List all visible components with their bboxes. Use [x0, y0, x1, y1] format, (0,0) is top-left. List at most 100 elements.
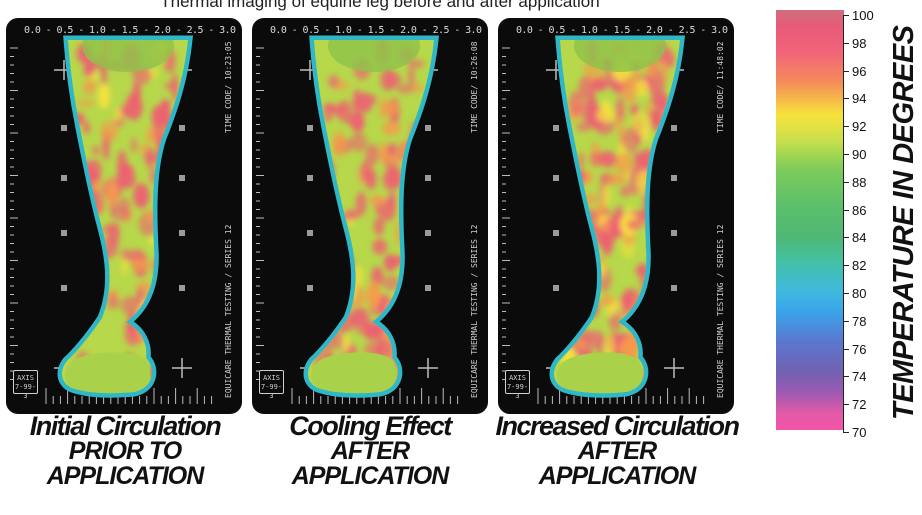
axis-label: AXIS — [263, 374, 280, 382]
color-bar-tick-label: 98 — [852, 35, 867, 51]
grid-dot — [179, 285, 185, 291]
color-bar-tick-label: 92 — [852, 119, 867, 135]
grid-dot — [553, 285, 559, 291]
caption-title: Initial Circulation — [29, 411, 222, 441]
distance-scale: 0.0 - 0.5 - 1.0 - 1.5 - 2.0 - 2.5 - 3.0 … — [24, 25, 242, 36]
color-bar-tick-label: 80 — [852, 286, 867, 301]
color-bar-tick — [843, 209, 849, 211]
color-bar-tick — [843, 320, 849, 322]
thermal-panel-initial: 0.0 - 0.5 - 1.0 - 1.5 - 2.0 - 2.5 - 3.0 … — [6, 18, 242, 414]
time-code: TIME CODE/ 10:26:08 — [470, 41, 479, 133]
grid-dot — [61, 285, 67, 291]
grid-dot — [179, 175, 185, 181]
grid-dot — [61, 230, 67, 236]
caption-subtitle: AFTER — [577, 437, 657, 465]
crosshair-mark — [172, 358, 192, 378]
hoof-region — [310, 352, 397, 394]
grid-dot — [425, 125, 431, 131]
color-bar-tick-label: 82 — [852, 258, 867, 274]
caption-subtitle: APPLICATION — [46, 462, 205, 490]
color-bar-tick — [843, 237, 849, 239]
grid-dot — [425, 285, 431, 291]
color-bar-tick — [843, 15, 849, 16]
color-bar-tick — [843, 348, 849, 350]
grid-dot — [553, 230, 559, 236]
axis-label: AXIS — [509, 374, 526, 382]
color-bar-tick — [843, 98, 849, 100]
series-label: EQUICARE THERMAL TESTING / SERIES 12 — [470, 224, 479, 398]
color-bar-tick — [843, 432, 849, 433]
grid-dot — [553, 125, 559, 131]
color-bar-tick-label: 90 — [852, 147, 867, 162]
legend-title: TEMPERATURE IN DEGREES — [888, 25, 920, 420]
color-bar-tick — [843, 293, 849, 294]
color-bar-tick — [843, 265, 849, 267]
caption-increased: Increased Circulation AFTER APPLICATION — [482, 411, 752, 490]
grid-dot — [307, 285, 313, 291]
color-bar-tick-label: 74 — [852, 369, 867, 385]
caption-title: Cooling Effect — [289, 411, 452, 441]
grid-dot — [425, 230, 431, 236]
color-bar-tick-label: 86 — [852, 202, 867, 218]
series-label: EQUICARE THERMAL TESTING / SERIES 12 — [224, 224, 233, 398]
color-bar-tick-label: 88 — [852, 174, 867, 190]
caption-cooling: Cooling Effect AFTER APPLICATION — [235, 411, 505, 490]
grid-dot — [307, 125, 313, 131]
axis-label-box: AXIS 7-99-3 — [259, 370, 284, 400]
hoof-region — [64, 352, 151, 394]
axis-code: 7-99-3 — [506, 383, 529, 400]
leg-thermal-image — [10, 35, 213, 404]
color-bar-tick-label: 84 — [852, 230, 867, 246]
grid-dot — [179, 230, 185, 236]
thermal-panel-cooling: 0.0 - 0.5 - 1.0 - 1.5 - 2.0 - 2.5 - 3.0 … — [252, 18, 488, 414]
color-bar-tick-label: 70 — [852, 425, 867, 440]
grid-dot — [671, 285, 677, 291]
color-bar-tick — [843, 181, 849, 183]
hoof-region — [556, 352, 643, 394]
axis-code: 7-99-3 — [260, 383, 283, 400]
color-bar-tick-label: 76 — [852, 341, 867, 357]
caption-subtitle: APPLICATION — [538, 462, 697, 490]
grid-dot — [671, 125, 677, 131]
color-bar-tick-label: 94 — [852, 91, 867, 107]
axis-label-box: AXIS 7-99-3 — [505, 370, 530, 400]
grid-dot — [307, 230, 313, 236]
thermal-panel-increased: 0.0 - 0.5 - 1.0 - 1.5 - 2.0 - 2.5 - 3.0 … — [498, 18, 734, 414]
caption-initial: Initial Circulation PRIOR TO APPLICATION — [0, 411, 260, 490]
grid-dot — [179, 125, 185, 131]
temperature-color-bar — [776, 10, 844, 430]
crosshair-mark — [418, 358, 438, 378]
color-bar-tick-label: 100 — [852, 8, 874, 23]
distance-scale: 0.0 - 0.5 - 1.0 - 1.5 - 2.0 - 2.5 - 3.0 … — [270, 25, 488, 36]
color-bar-tick — [843, 154, 849, 155]
color-bar-tick — [843, 126, 849, 128]
caption-subtitle: AFTER — [330, 437, 410, 465]
axis-label: AXIS — [17, 374, 34, 382]
axis-label-box: AXIS 7-99-3 — [13, 370, 38, 400]
color-bar-tick-label: 72 — [852, 397, 867, 413]
grid-dot — [553, 175, 559, 181]
color-bar-tick-label: 78 — [852, 313, 867, 329]
axis-code: 7-99-3 — [14, 383, 37, 400]
caption-subtitle: APPLICATION — [291, 462, 450, 490]
time-code: TIME CODE/ 10:23:05 — [224, 41, 233, 133]
leg-thermal-image — [256, 35, 459, 404]
grid-dot — [61, 125, 67, 131]
color-bar-tick-label: 96 — [852, 63, 867, 79]
series-label: EQUICARE THERMAL TESTING / SERIES 12 — [716, 224, 725, 398]
grid-dot — [425, 175, 431, 181]
color-bar-tick — [843, 70, 849, 72]
color-bar-axis — [843, 15, 844, 433]
top-caption: Thermal imaging of equine leg before and… — [160, 0, 600, 11]
crosshair-mark — [664, 358, 684, 378]
grid-dot — [671, 175, 677, 181]
time-code: TIME CODE/ 11:48:02 — [716, 41, 725, 133]
color-bar-tick — [843, 376, 849, 378]
color-bar-tick — [843, 404, 849, 406]
caption-title: Increased Circulation — [495, 411, 740, 441]
grid-dot — [61, 175, 67, 181]
color-bar-tick — [843, 42, 849, 44]
leg-thermal-image — [502, 35, 705, 404]
grid-dot — [671, 230, 677, 236]
caption-subtitle: PRIOR TO — [68, 437, 182, 465]
